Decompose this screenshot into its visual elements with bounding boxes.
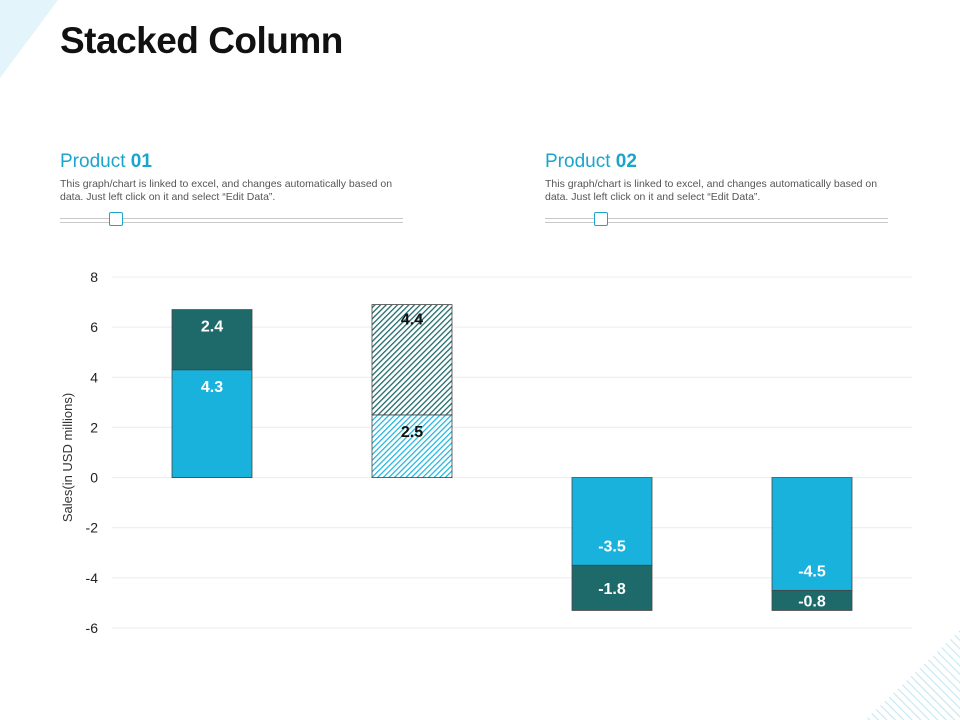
slider-knob[interactable] [594,212,608,226]
bar-segment-series-1-col-1[interactable] [171,369,253,478]
bar-segment-series-2-col-1[interactable] [171,309,253,371]
product-02-panel: Product 02 This graph/chart is linked to… [545,150,890,226]
data-label: -1.8 [598,581,626,598]
slider-knob[interactable] [109,212,123,226]
data-label: 4.3 [201,379,223,396]
product-01-description: This graph/chart is linked to excel, and… [60,178,393,203]
product-02-label: Product [545,151,611,172]
product-02-number: 02 [615,151,637,172]
y-axis-title: Sales(in USD millions) [60,393,75,522]
data-label: -3.5 [598,538,626,555]
data-label: -4.5 [798,563,826,580]
y-tick-label: 6 [90,319,98,335]
y-tick-label: 8 [90,269,98,285]
product-01-slider[interactable] [60,212,403,226]
data-label: 2.4 [201,319,223,336]
corner-decoration-top-left [0,0,58,78]
bar-segment-series-1-col-3[interactable] [571,477,653,566]
bar-segment-series-1-col-4[interactable] [771,477,853,591]
product-01-heading: Product 01 [60,150,405,174]
product-02-slider[interactable] [545,212,888,226]
corner-decoration-bottom-right [865,630,960,720]
y-tick-label: 0 [90,470,98,486]
slider-track [60,218,403,223]
data-label: -0.8 [798,593,826,610]
y-tick-label: -2 [86,520,99,536]
data-label: 4.4 [401,312,423,329]
page-title: Stacked Column [60,20,343,61]
bar-segment-series-2-col-4[interactable] [771,589,853,611]
y-tick-label: -6 [86,620,99,636]
bar-segment-series-2-col-2[interactable] [371,304,453,416]
data-label: 2.5 [401,424,423,441]
product-01-panel: Product 01 This graph/chart is linked to… [60,150,405,226]
product-02-description: This graph/chart is linked to excel, and… [545,178,878,203]
y-tick-label: -4 [86,570,99,586]
slider-track [545,218,888,223]
product-01-label: Product [60,151,126,172]
product-02-heading: Product 02 [545,150,890,174]
bar-segment-series-2-col-3[interactable] [571,564,653,611]
product-01-number: 01 [130,151,152,172]
y-tick-label: 4 [90,369,98,385]
y-tick-label: 2 [90,419,98,435]
